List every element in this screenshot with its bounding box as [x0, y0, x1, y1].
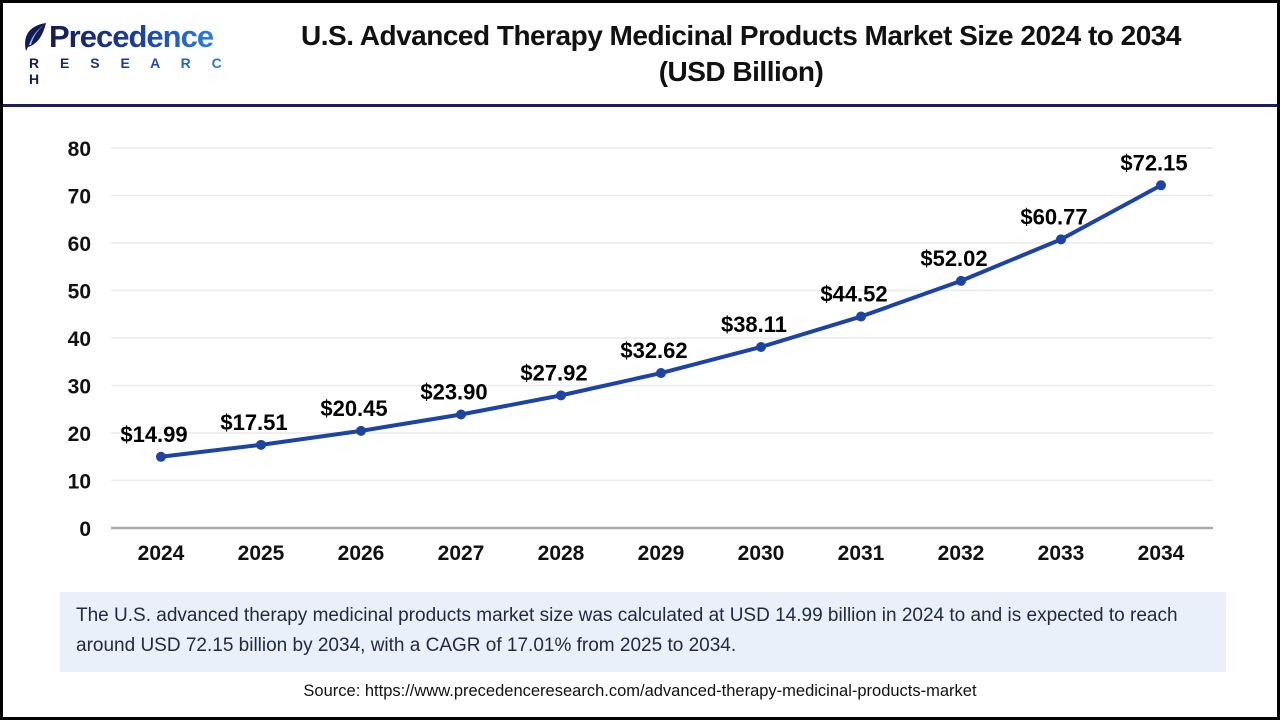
y-axis-tick-label: 40 [68, 328, 91, 351]
y-axis-tick-label: 80 [68, 138, 91, 161]
data-point-label: $60.77 [1020, 204, 1087, 229]
data-point-label: $14.99 [120, 422, 187, 447]
data-point [556, 390, 566, 401]
data-point [856, 311, 866, 322]
data-point-label: $44.52 [820, 282, 887, 307]
data-point [956, 275, 966, 286]
x-axis-tick-label: 2031 [838, 542, 885, 565]
brand-subtitle: R E S E A R C H [23, 55, 231, 87]
data-point-label: $23.90 [420, 379, 487, 404]
x-axis-tick-label: 2029 [638, 542, 685, 565]
y-axis-tick-label: 70 [68, 186, 91, 209]
line-chart: 0 10 20 30 40 50 60 70 80 $14.99 2024 $17.51 2025 $20… [3, 110, 1277, 574]
precedence-research-logo: Precedence R E S E A R C H [3, 20, 231, 87]
data-point-label: $52.02 [920, 246, 987, 271]
data-point [256, 439, 266, 450]
x-axis-tick-label: 2033 [1038, 542, 1085, 565]
y-axis-tick-label: 50 [68, 281, 91, 304]
data-point-label: $17.51 [220, 410, 287, 435]
trend-line [159, 183, 1163, 459]
y-axis-tick-label: 30 [68, 376, 91, 399]
data-point [656, 368, 666, 379]
x-axis-tick-label: 2024 [138, 542, 185, 565]
data-point-label: $72.15 [1120, 150, 1187, 175]
data-point [456, 409, 466, 420]
y-axis-tick-label: 20 [68, 423, 91, 446]
line-chart-canvas: 01020304050607080$14.992024$17.512025$20… [68, 138, 1213, 565]
summary-note: The U.S. advanced therapy medicinal prod… [60, 592, 1226, 672]
x-axis-tick-label: 2027 [438, 542, 485, 565]
x-axis-tick-label: 2028 [538, 542, 585, 565]
data-point [1056, 234, 1066, 245]
y-axis-tick-label: 60 [68, 233, 91, 256]
data-point [356, 425, 366, 436]
data-point-label: $38.11 [721, 312, 787, 337]
summary-note-text: The U.S. advanced therapy medicinal prod… [76, 605, 1178, 656]
y-axis-tick-label: 0 [79, 518, 91, 541]
data-point-label: $32.62 [620, 338, 687, 363]
x-axis-tick-label: 2025 [238, 542, 285, 565]
data-point [1156, 180, 1166, 191]
leaf-icon [25, 23, 46, 51]
chart-title-line1: U.S. Advanced Therapy Medicinal Products… [301, 19, 1181, 51]
data-point [156, 451, 166, 462]
chart-title: U.S. Advanced Therapy Medicinal Products… [231, 18, 1277, 90]
x-axis-tick-label: 2032 [938, 542, 985, 565]
data-point-label: $20.45 [320, 396, 387, 421]
chart-title-line2: (USD Billion) [658, 55, 824, 87]
y-axis-tick-label: 10 [68, 471, 91, 494]
x-axis-tick-label: 2026 [338, 542, 385, 565]
x-axis-tick-label: 2034 [1138, 542, 1185, 565]
source-line: Source: https://www.precedenceresearch.c… [303, 682, 977, 700]
x-axis-tick-label: 2030 [738, 542, 785, 565]
data-point-label: $27.92 [520, 360, 587, 385]
data-point [756, 341, 766, 352]
brand-name: Precedence [49, 19, 214, 54]
header: Precedence R E S E A R C H U.S. Advanced… [3, 3, 1277, 107]
